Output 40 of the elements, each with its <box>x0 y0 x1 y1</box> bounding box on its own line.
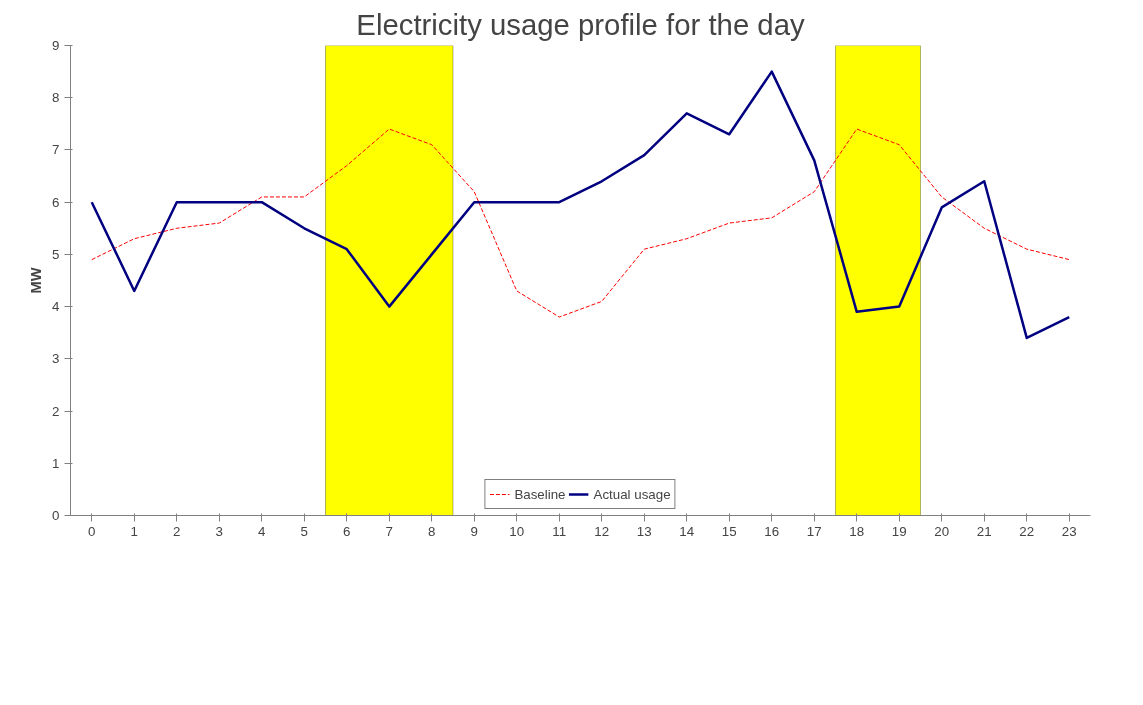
y-tick-label: 8 <box>52 90 60 106</box>
x-tick-label: 1 <box>130 523 138 539</box>
x-tick-label: 21 <box>976 523 992 539</box>
x-tick-label: 7 <box>385 523 393 539</box>
x-tick-label: 10 <box>509 523 525 539</box>
x-tick-label: 5 <box>300 523 308 539</box>
y-tick-label: 3 <box>52 351 60 367</box>
y-tick-label: 2 <box>52 403 60 419</box>
x-tick-label: 9 <box>470 523 478 539</box>
x-tick-label: 19 <box>891 523 907 539</box>
x-tick-label: 6 <box>343 523 351 539</box>
x-tick-label: 13 <box>636 523 652 539</box>
x-tick-label: 20 <box>934 523 950 539</box>
x-tick-label: 22 <box>1019 523 1035 539</box>
y-tick-label: 7 <box>52 142 60 158</box>
legend-label: Actual usage <box>593 486 671 502</box>
x-tick-label: 4 <box>258 523 267 539</box>
x-tick-label: 3 <box>215 523 223 539</box>
x-tick-label: 16 <box>764 523 780 539</box>
x-tick-label: 8 <box>428 523 436 539</box>
y-tick-label: 4 <box>52 299 61 315</box>
x-tick-label: 15 <box>721 523 737 539</box>
x-tick-label: 17 <box>806 523 822 539</box>
x-tick-label: 0 <box>88 523 96 539</box>
x-tick-label: 23 <box>1061 523 1077 539</box>
y-tick-label: 1 <box>52 455 60 471</box>
legend-label: Baseline <box>514 486 566 502</box>
y-tick-label: 6 <box>52 194 60 210</box>
x-tick-label: 11 <box>552 523 567 539</box>
line-series <box>91 128 1070 318</box>
chart-title: Electricity usage profile for the day <box>356 7 805 41</box>
y-tick-label: 9 <box>52 38 60 53</box>
x-tick-label: 2 <box>173 523 181 539</box>
line-series <box>90 70 1071 340</box>
y-tick-label: 5 <box>52 246 60 262</box>
y-axis-title: MW <box>28 267 45 294</box>
x-tick-label: 12 <box>594 523 610 539</box>
x-tick-label: 18 <box>849 523 865 539</box>
x-tick-label: 14 <box>679 523 695 539</box>
y-tick-label: 0 <box>52 508 60 523</box>
